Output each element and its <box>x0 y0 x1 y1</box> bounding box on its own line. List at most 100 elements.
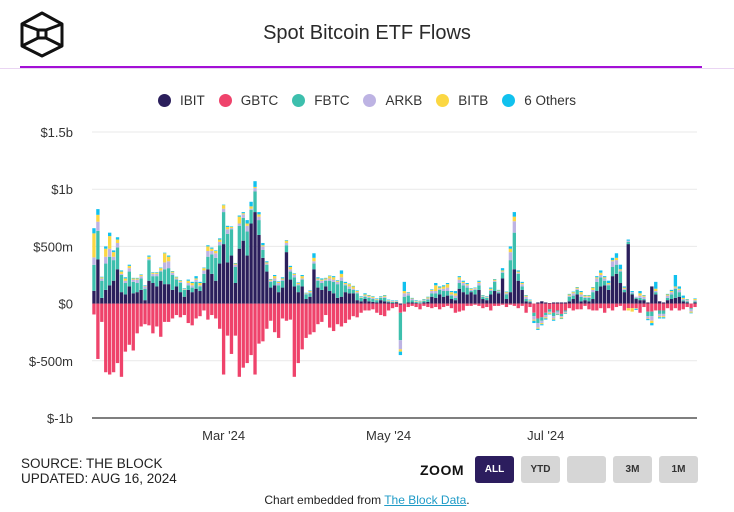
bar-bitb[interactable] <box>214 250 218 254</box>
bar-stack[interactable] <box>324 277 328 316</box>
bar-stack[interactable] <box>512 212 516 306</box>
bar-6-others[interactable] <box>339 270 344 274</box>
bar-6-others[interactable] <box>233 262 238 264</box>
bar-bitb[interactable] <box>206 246 210 251</box>
bar-fbtc[interactable] <box>465 287 469 295</box>
bar-gbtc[interactable] <box>351 303 355 317</box>
bar-stack[interactable] <box>284 240 289 321</box>
bar-ibit[interactable] <box>371 301 375 304</box>
bar-6-others[interactable] <box>218 238 222 240</box>
bar-fbtc[interactable] <box>622 289 626 293</box>
bar-gbtc[interactable] <box>390 303 395 309</box>
bar-stack[interactable] <box>111 250 116 373</box>
bar-gbtc[interactable] <box>92 303 96 315</box>
bar-stack[interactable] <box>210 247 214 316</box>
bar-6-others[interactable] <box>438 286 442 288</box>
bar-stack[interactable] <box>571 291 575 311</box>
bar-6-others[interactable] <box>559 318 564 320</box>
bar-stack[interactable] <box>630 291 634 312</box>
bar-stack[interactable] <box>661 302 666 319</box>
bar-ibit[interactable] <box>210 273 214 304</box>
bar-gbtc[interactable] <box>650 303 654 312</box>
bar-fbtc[interactable] <box>665 297 670 301</box>
legend-item-gbtc[interactable]: GBTC <box>218 93 278 108</box>
bar-stack[interactable] <box>214 250 218 319</box>
bar-stack[interactable] <box>638 291 642 313</box>
bar-ibit[interactable] <box>261 257 265 304</box>
bar-6-others[interactable] <box>493 279 497 280</box>
bar-arkb[interactable] <box>504 293 509 295</box>
bar-bitb[interactable] <box>673 286 678 288</box>
bar-stack[interactable] <box>477 280 481 306</box>
bar-gbtc[interactable] <box>634 303 638 309</box>
bar-gbtc[interactable] <box>610 303 615 311</box>
bar-gbtc[interactable] <box>626 303 630 309</box>
bar-ibit[interactable] <box>100 297 104 304</box>
bar-arkb[interactable] <box>320 280 324 284</box>
bar-6-others[interactable] <box>296 282 300 284</box>
bar-stack[interactable] <box>163 252 167 322</box>
bar-6-others[interactable] <box>571 291 575 293</box>
bar-stack[interactable] <box>406 292 410 308</box>
bar-bitb[interactable] <box>610 260 615 262</box>
bar-arkb[interactable] <box>465 285 469 288</box>
bar-ibit[interactable] <box>331 293 336 304</box>
bar-6-others[interactable] <box>500 268 505 271</box>
bar-bitb[interactable] <box>249 206 253 209</box>
bar-bitb[interactable] <box>320 279 324 281</box>
bar-fbtc[interactable] <box>567 296 571 302</box>
bar-fbtc[interactable] <box>253 191 257 213</box>
bar-6-others[interactable] <box>210 247 214 249</box>
bar-stack[interactable] <box>563 302 568 314</box>
bar-6-others[interactable] <box>257 212 261 215</box>
bar-6-others[interactable] <box>190 281 194 283</box>
bar-ibit[interactable] <box>441 296 446 304</box>
bar-arkb[interactable] <box>493 280 497 282</box>
bar-gbtc[interactable] <box>347 303 351 320</box>
bar-arkb[interactable] <box>551 316 556 319</box>
bar-bitb[interactable] <box>449 292 454 295</box>
bar-arkb[interactable] <box>544 315 548 318</box>
bar-ibit[interactable] <box>508 292 513 304</box>
bar-bitb[interactable] <box>343 283 348 285</box>
bar-arkb[interactable] <box>355 292 359 294</box>
bar-gbtc[interactable] <box>654 303 658 311</box>
bar-6-others[interactable] <box>343 281 348 283</box>
bar-ibit[interactable] <box>151 283 155 304</box>
bar-gbtc[interactable] <box>135 303 139 334</box>
bar-bitb[interactable] <box>591 287 595 290</box>
bar-fbtc[interactable] <box>500 272 505 279</box>
bar-arkb[interactable] <box>638 295 642 298</box>
bar-arkb[interactable] <box>496 291 501 293</box>
bar-arkb[interactable] <box>233 264 238 267</box>
bar-arkb[interactable] <box>685 300 689 302</box>
bar-arkb[interactable] <box>422 300 426 301</box>
bar-fbtc[interactable] <box>606 285 611 290</box>
bar-bitb[interactable] <box>583 295 587 297</box>
bar-ibit[interactable] <box>343 292 348 304</box>
bar-bitb[interactable] <box>665 294 670 296</box>
bar-arkb[interactable] <box>225 229 230 234</box>
bar-stack[interactable] <box>292 273 296 377</box>
bar-ibit[interactable] <box>504 299 509 304</box>
bar-6-others[interactable] <box>312 253 316 258</box>
bar-fbtc[interactable] <box>618 271 623 284</box>
bar-bitb[interactable] <box>426 297 430 299</box>
bar-ibit[interactable] <box>626 244 630 304</box>
bar-arkb[interactable] <box>245 225 249 232</box>
bar-bitb[interactable] <box>646 318 650 320</box>
bar-bitb[interactable] <box>292 273 296 275</box>
bar-gbtc[interactable] <box>214 303 218 319</box>
bar-gbtc[interactable] <box>473 303 477 305</box>
bar-fbtc[interactable] <box>658 310 662 314</box>
bar-fbtc[interactable] <box>587 297 591 302</box>
bar-bitb[interactable] <box>225 226 230 230</box>
bar-bitb[interactable] <box>174 277 179 279</box>
bar-bitb[interactable] <box>335 280 340 282</box>
bar-ibit[interactable] <box>233 283 238 304</box>
bar-fbtc[interactable] <box>477 285 481 290</box>
bar-bitb[interactable] <box>221 205 226 209</box>
bar-arkb[interactable] <box>182 289 186 290</box>
bar-6-others[interactable] <box>111 250 116 253</box>
bar-arkb[interactable] <box>520 284 524 287</box>
